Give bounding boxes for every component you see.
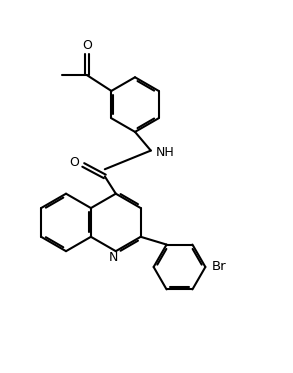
Text: NH: NH xyxy=(156,145,175,159)
Text: N: N xyxy=(109,251,118,264)
Text: O: O xyxy=(82,39,92,52)
Text: O: O xyxy=(69,156,79,169)
Text: Br: Br xyxy=(212,260,226,273)
